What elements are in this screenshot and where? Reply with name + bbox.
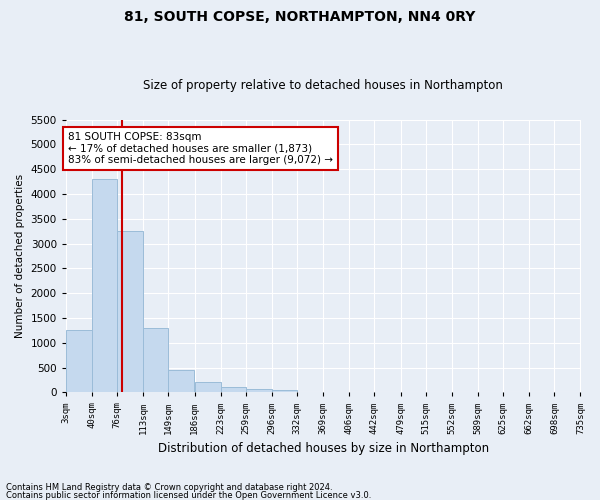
Bar (272, 390, 297, 392)
Bar (143, 328, 169, 392)
Y-axis label: Number of detached properties: Number of detached properties (15, 174, 25, 338)
Title: Size of property relative to detached houses in Northampton: Size of property relative to detached ho… (143, 79, 503, 92)
Text: 81, SOUTH COPSE, NORTHAMPTON, NN4 0RY: 81, SOUTH COPSE, NORTHAMPTON, NN4 0RY (124, 10, 476, 24)
Bar (169, 370, 194, 392)
Bar (221, 388, 246, 392)
Text: 81 SOUTH COPSE: 83sqm
← 17% of detached houses are smaller (1,873)
83% of semi-d: 81 SOUTH COPSE: 83sqm ← 17% of detached … (68, 132, 333, 165)
Bar (66, 330, 92, 392)
Bar (117, 231, 143, 392)
Bar (194, 382, 221, 392)
Text: Contains public sector information licensed under the Open Government Licence v3: Contains public sector information licen… (6, 490, 371, 500)
X-axis label: Distribution of detached houses by size in Northampton: Distribution of detached houses by size … (158, 442, 489, 455)
Bar (92, 179, 117, 392)
Text: Contains HM Land Registry data © Crown copyright and database right 2024.: Contains HM Land Registry data © Crown c… (6, 484, 332, 492)
Bar (246, 389, 272, 392)
